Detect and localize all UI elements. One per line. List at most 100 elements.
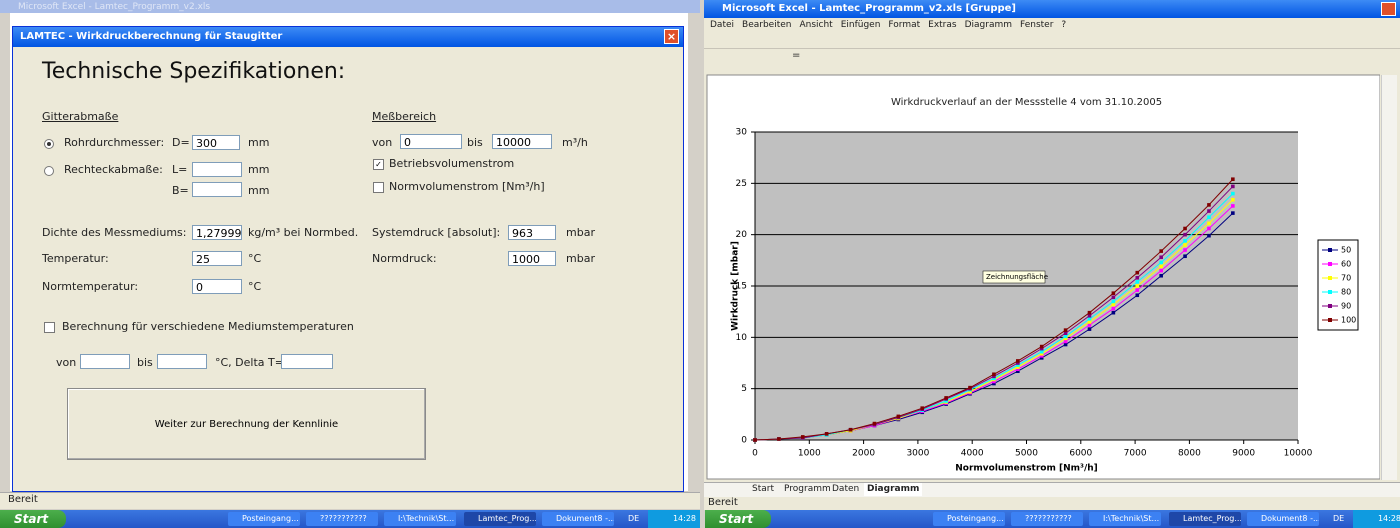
menu-item[interactable]: ? <box>1061 20 1067 30</box>
input[interactable] <box>157 354 207 369</box>
marker <box>1159 249 1163 253</box>
chart-title: Wirkdruckverlauf an der Messstelle 4 vom… <box>891 97 1162 108</box>
marker <box>1207 209 1211 213</box>
marker <box>1111 295 1116 300</box>
task-button[interactable]: Dokument8 -... <box>542 512 614 526</box>
input[interactable]: 10000 <box>492 134 552 149</box>
button[interactable]: Weiter zur Berechnung der Kennlinie <box>67 388 426 460</box>
unit: m³/h <box>562 136 588 149</box>
input[interactable]: 963 <box>508 225 556 240</box>
taskbar: Start Posteingang...??????????? I:\Technik… <box>705 510 1400 528</box>
task-button[interactable]: Posteingang... <box>933 512 1005 526</box>
heading: Technische Spezifikationen: <box>42 59 346 84</box>
menu-item[interactable]: Extras <box>928 20 957 30</box>
status-bar <box>0 492 700 509</box>
marker <box>1207 215 1211 220</box>
sheet-tab[interactable]: Diagramm <box>864 483 923 496</box>
radio[interactable] <box>44 166 54 176</box>
input[interactable] <box>192 182 242 197</box>
marker <box>1135 284 1140 288</box>
marker <box>992 376 996 381</box>
input[interactable]: 1,27999 <box>192 225 242 240</box>
menu-item[interactable]: Bearbeiten <box>742 20 792 30</box>
radio[interactable] <box>44 139 54 149</box>
marker <box>1207 221 1211 226</box>
legend-marker <box>1328 262 1332 266</box>
menu-item[interactable]: Datei <box>710 20 735 30</box>
x-axis-label: Normvolumenstrom [Nm³/h] <box>955 464 1098 474</box>
legend-label: 100 <box>1341 316 1356 325</box>
input[interactable]: 25 <box>192 251 242 266</box>
task-button[interactable]: Lamtec_Prog... <box>1169 512 1241 526</box>
marker <box>1159 268 1163 273</box>
marker <box>1039 351 1044 356</box>
marker <box>1231 204 1235 208</box>
button-label: Weiter zur Berechnung der Kennlinie <box>154 418 339 430</box>
checkbox[interactable] <box>373 182 384 193</box>
task-button[interactable]: I:\Technik\St... <box>1089 512 1161 526</box>
marker <box>1016 361 1020 365</box>
marker <box>1111 310 1116 315</box>
marker <box>1063 331 1068 336</box>
label: Normtemperatur: <box>42 280 139 293</box>
input[interactable]: 0 <box>400 134 462 149</box>
formula: = <box>792 50 801 61</box>
y-tick-label: 20 <box>736 230 748 240</box>
sheet-tab[interactable]: Start <box>752 484 774 494</box>
task-button[interactable]: ??????????? <box>1011 512 1083 526</box>
unit: mm <box>248 163 270 176</box>
input[interactable] <box>281 354 333 369</box>
menu-item[interactable]: Einfügen <box>840 20 881 30</box>
dialog-titlebar <box>13 27 683 47</box>
marker <box>1039 346 1044 351</box>
task-button[interactable]: Lamtec_Prog... <box>464 512 536 526</box>
left-excel-titlebar <box>0 0 700 13</box>
start-button[interactable]: Start <box>0 510 66 528</box>
x-tick-label: 7000 <box>1124 449 1147 459</box>
close-button[interactable] <box>1381 2 1396 16</box>
task-button[interactable]: ??????????? <box>306 512 378 526</box>
menu-item[interactable]: Fenster <box>1020 20 1054 30</box>
marker <box>753 438 757 442</box>
input[interactable] <box>192 162 242 177</box>
sheet-tab[interactable]: Daten <box>832 484 860 494</box>
close-button[interactable]: × <box>664 29 679 44</box>
marker <box>1183 254 1187 259</box>
legend-marker <box>1328 248 1332 252</box>
marker <box>968 389 972 394</box>
marker <box>848 427 853 432</box>
checkbox[interactable]: ✓ <box>373 159 384 170</box>
start-button[interactable]: Start <box>705 510 771 528</box>
sheet-tab[interactable]: Programm <box>784 484 831 494</box>
label: L= <box>172 163 188 176</box>
menu-item[interactable]: Ansicht <box>799 20 833 30</box>
legend-label: 70 <box>1341 274 1351 283</box>
task-button[interactable]: Posteingang... <box>228 512 300 526</box>
marker <box>1063 334 1068 339</box>
menu-item[interactable]: Diagramm <box>964 20 1013 30</box>
menu-item[interactable]: Format <box>888 20 921 30</box>
marker <box>1087 313 1092 318</box>
label: Rechteckabmaße: <box>64 163 163 176</box>
label: bis <box>467 136 483 149</box>
clock: 14:28 <box>648 510 700 528</box>
marker <box>824 432 829 436</box>
task-button[interactable]: Dokument8 -... <box>1247 512 1319 526</box>
x-tick-label: 3000 <box>906 449 929 459</box>
input[interactable]: 0 <box>192 279 242 294</box>
clock: 14:28 <box>1353 510 1400 528</box>
marker <box>1183 226 1187 231</box>
y-tick-label: 0 <box>741 436 747 446</box>
y-tick-label: 15 <box>736 282 747 292</box>
checkbox[interactable] <box>44 322 55 333</box>
unit: kg/m³ bei Normbed. <box>248 226 359 239</box>
marker <box>1231 177 1235 182</box>
input[interactable]: 1000 <box>508 251 556 266</box>
input[interactable]: 300 <box>192 135 240 150</box>
marker <box>1183 232 1187 237</box>
x-tick-label: 6000 <box>1069 449 1092 459</box>
sheet-tabs: Start Programm Daten Diagramm <box>704 482 1400 497</box>
task-button[interactable]: I:\Technik\St... <box>384 512 456 526</box>
input[interactable] <box>80 354 130 369</box>
